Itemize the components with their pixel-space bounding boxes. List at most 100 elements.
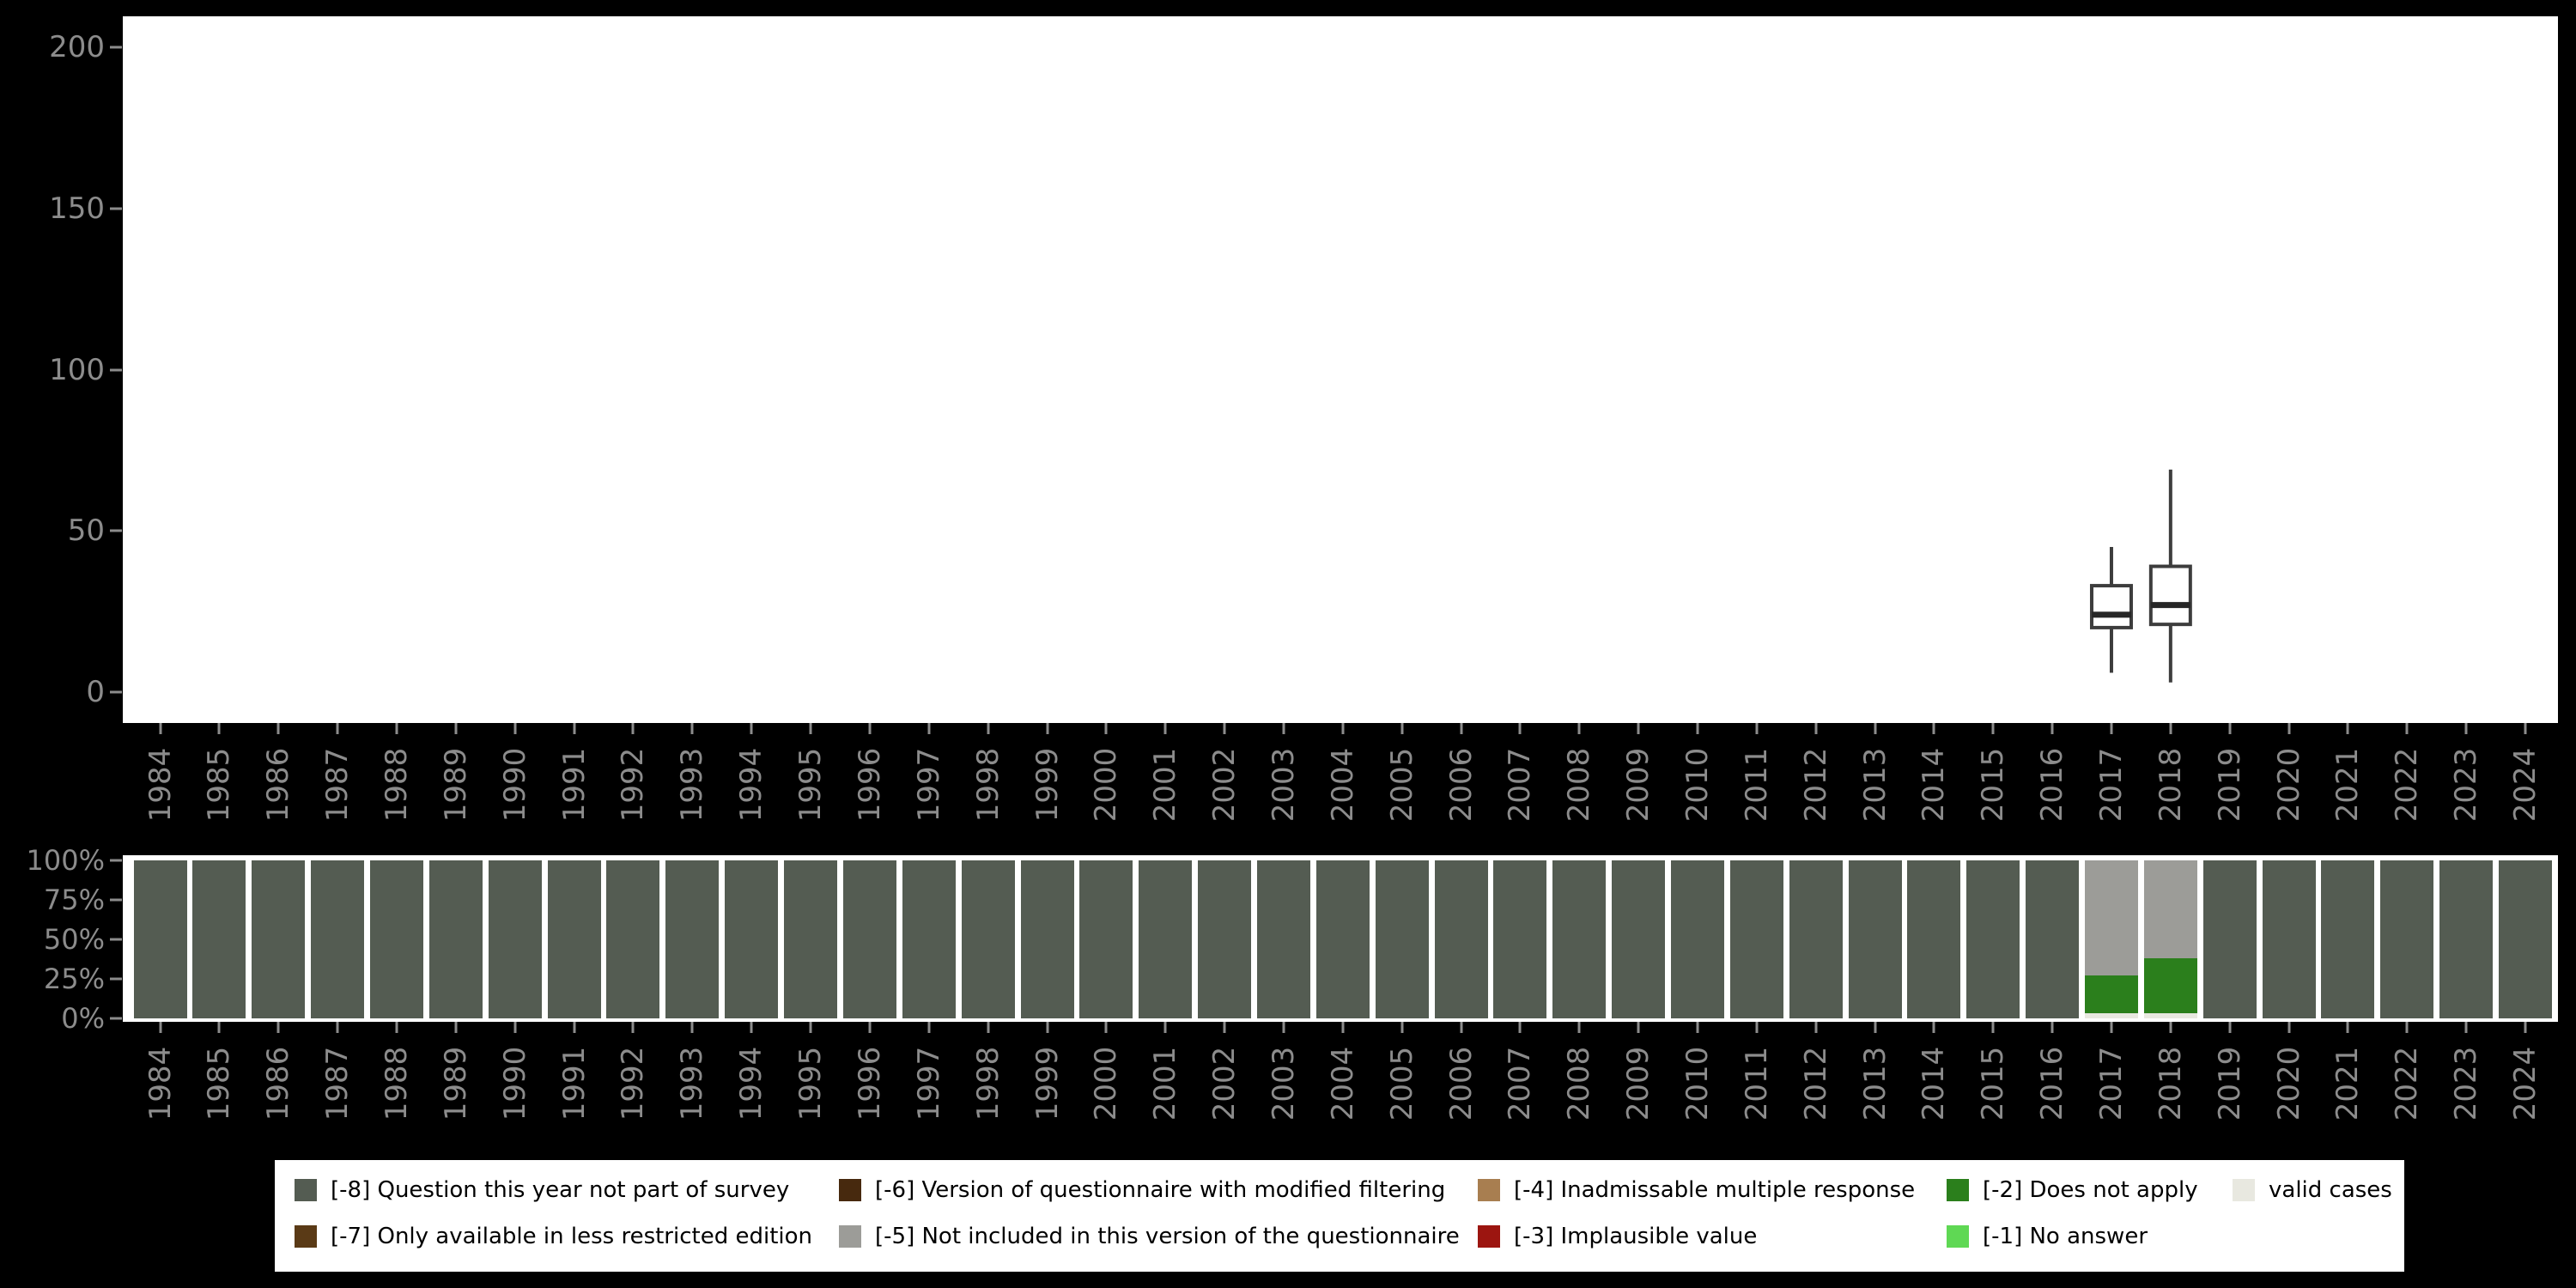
boxplot-y-tick-label: 0 [86,675,105,709]
year-tick-text: 1995 [793,1046,829,1121]
x-tick-mark [276,1022,280,1033]
bar-segment-q_not_part [665,860,720,1018]
bar-y-tick-label: 0% [61,1002,105,1035]
bar-segment-does_not_apply [2143,958,2197,1014]
year-tick-text: 1997 [911,747,946,823]
x-tick-mark [395,723,398,734]
x-tick-mark [1577,723,1581,734]
year-tick-text: 2000 [1089,747,1124,823]
bar-segment-q_not_part [1966,860,2020,1018]
year-tick-text: 1993 [675,747,710,823]
boxplot-y-tick-label: 50 [67,513,105,549]
year-tick-text: 1987 [320,747,355,823]
x-tick-mark [1282,1022,1285,1033]
legend-label-q_not_part: [-8] Question this year not part of surv… [331,1177,790,1203]
year-tick-text: 2007 [1503,747,1538,823]
bar-segment-q_not_part [311,860,365,1018]
x-tick-mark [2405,723,2409,734]
year-tick-text: 2018 [2153,747,2188,823]
stacked-bar-2012 [1789,860,1843,1018]
legend-item-implausible: [-3] Implausible value [1478,1224,1757,1249]
legend-label-no_answer: [-1] No answer [1983,1224,2148,1249]
x-tick-mark [809,1022,812,1033]
bar-segment-q_not_part [1789,860,1843,1018]
bar-y-tick-label: 50% [43,923,105,956]
bar-segment-valid [2143,1013,2197,1018]
legend-swatch-inadmissable_multiple [1478,1179,1500,1201]
year-tick-text: 1985 [202,747,237,823]
x-tick-mark [1991,723,1995,734]
year-tick-text: 2018 [2153,1046,2188,1121]
legend-label-not_included_version: [-5] Not included in this version of the… [875,1224,1460,1249]
year-tick-text: 2022 [2390,1046,2425,1121]
bar-segment-q_not_part [1139,860,1193,1018]
x-tick-mark [927,723,931,734]
x-tick-mark [2287,1022,2291,1033]
stacked-bar-2007 [1493,860,1547,1018]
bar-segment-q_not_part [1434,860,1488,1018]
x-tick-mark [1282,723,1285,734]
x-tick-mark [1163,1022,1167,1033]
year-tick-text: 2005 [1384,1046,1419,1121]
bar-segment-q_not_part [1256,860,1310,1018]
x-tick-mark [1814,723,1818,734]
x-tick-mark [513,1022,517,1033]
stacked-bar-1990 [488,860,542,1018]
x-tick-mark [336,723,339,734]
legend-swatch-does_not_apply [1947,1179,1969,1201]
x-tick-mark [868,723,872,734]
stacked-bar-2015 [1966,860,2020,1018]
year-tick-text: 2011 [1739,1046,1774,1121]
x-tick-mark [2405,1022,2409,1033]
year-tick-text: 2009 [1621,747,1656,823]
year-tick-text: 1992 [616,1046,651,1121]
year-tick-text: 1997 [911,1046,946,1121]
x-tick-mark [1696,1022,1699,1033]
stacked-bar-2020 [2262,860,2316,1018]
year-tick-text: 2014 [1917,747,1952,823]
bar-segment-q_not_part [2380,860,2434,1018]
year-tick-text: 2020 [2271,1046,2306,1121]
x-tick-mark [1104,1022,1108,1033]
legend-item-not_included_version: [-5] Not included in this version of the… [839,1224,1460,1249]
x-tick-mark [631,723,635,734]
year-tick-text: 2019 [2212,1046,2247,1121]
legend-item-q_not_part: [-8] Question this year not part of surv… [295,1177,789,1203]
boxplot-y-tick-mark [110,46,122,49]
x-tick-mark [809,723,812,734]
year-tick-text: 2013 [1857,747,1893,823]
boxplot-2018 [2148,469,2192,683]
year-tick-text: 1987 [320,1046,355,1121]
year-tick-text: 1995 [793,747,829,823]
year-tick-text: 1996 [852,747,887,823]
stacked-bar-2013 [1848,860,1902,1018]
year-tick-text: 2016 [2035,1046,2070,1121]
year-tick-text: 1990 [497,1046,532,1121]
boxplot-y-tick-label: 150 [49,191,105,226]
stacked-bar-2023 [2439,860,2494,1018]
x-tick-mark [1223,1022,1226,1033]
year-tick-text: 1990 [497,747,532,823]
year-tick-text: 2001 [1148,1046,1183,1121]
x-tick-mark [2169,1022,2172,1033]
x-tick-mark [1400,1022,1404,1033]
stacked-bar-2008 [1552,860,1607,1018]
legend-swatch-q_not_part [295,1179,317,1201]
stacked-bar-plot-area [123,855,2558,1022]
x-tick-mark [573,723,576,734]
year-tick-text: 2015 [1976,1046,2011,1121]
x-tick-mark [1932,723,1935,734]
stacked-bar-1984 [133,860,187,1018]
year-tick-text: 1984 [143,1046,178,1121]
year-tick-text: 2012 [1798,1046,1833,1121]
year-tick-text: 1988 [380,1046,415,1121]
stacked-bar-2017 [2084,860,2138,1018]
year-tick-text: 2005 [1384,747,1419,823]
bar-segment-q_not_part [1729,860,1783,1018]
year-tick-text: 2002 [1207,747,1242,823]
year-tick-text: 2016 [2035,747,2070,823]
year-tick-text: 1989 [438,747,473,823]
year-tick-text: 2001 [1148,747,1183,823]
bar-y-tick-label: 75% [43,884,105,916]
year-tick-text: 2004 [1325,747,1360,823]
